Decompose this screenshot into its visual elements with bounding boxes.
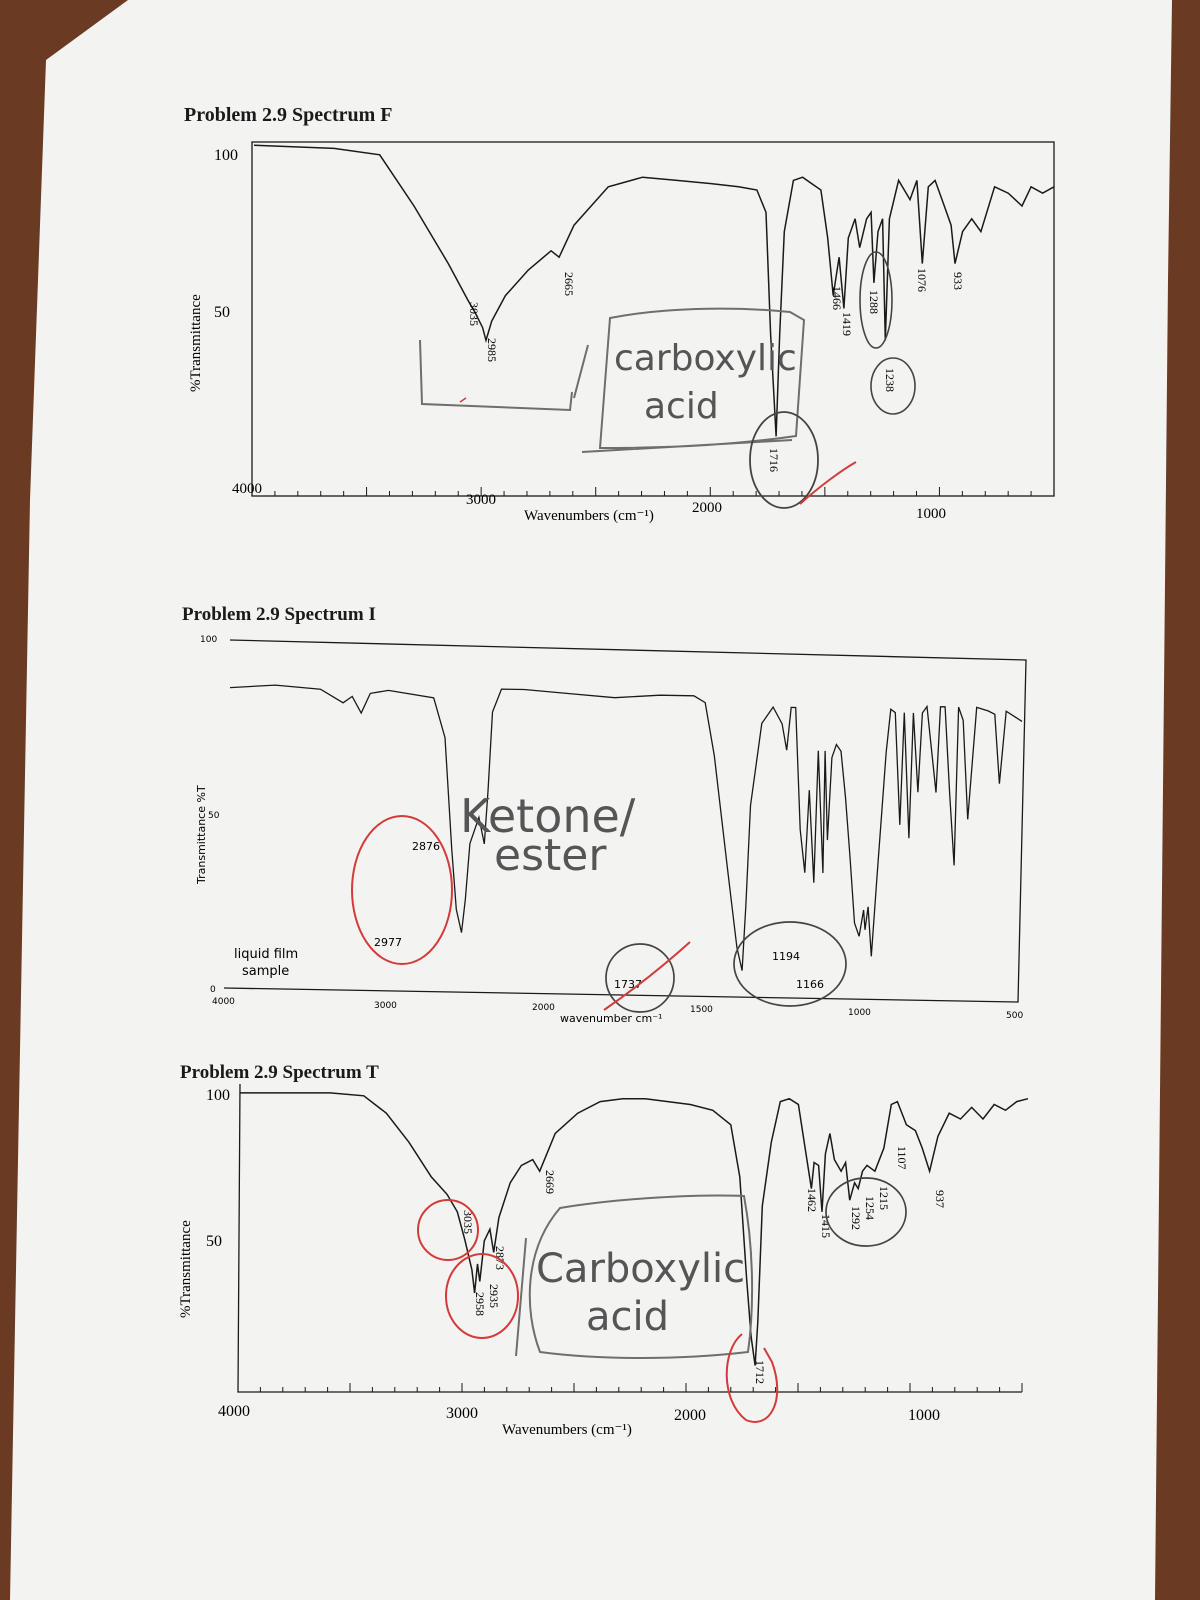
red-circle-2977 [351,815,453,965]
peak-label-1716: 1716 [767,448,781,472]
spectrum-i-y-tick-50: 50 [208,811,220,821]
spectrum-f-x-tick-2000: 2000 [692,500,722,516]
peak-label-1466: 1466 [830,286,844,310]
spectrum-f: Problem 2.9 Spectrum F 100 50 4000 3000 … [184,104,1055,524]
peak-label-2665: 2665 [562,272,576,296]
handwritten-ketone: Ketone/ [460,789,636,843]
pencil-circle-1292-1254 [825,1177,907,1247]
spectrum-f-title: Problem 2.9 Spectrum F [184,104,393,126]
pencil-box-carboxylic [581,307,806,453]
red-circle-3035 [417,1199,479,1261]
red-slash-1737 [603,941,691,1011]
spectrum-f-y-axis-label: %Transmittance [188,294,204,392]
pencil-bracket-oh-region [419,339,573,412]
peak-label-1107: 1107 [895,1146,909,1170]
spectrum-t-y-tick-100: 100 [206,1087,230,1104]
spectrum-t: Problem 2.9 Spectrum T 100 50 4000 3000 … [178,1062,1029,1438]
red-check-mark-f [799,461,857,505]
peak-label-2873: 2873 [493,1246,507,1270]
spectrum-i-x-tick-2000: 2000 [532,1003,555,1013]
red-circle-2958 [445,1253,519,1339]
peak-label-1419: 1419 [840,312,854,336]
handwritten-acid: acid [644,386,719,427]
spectrum-t-peak-labels: 3035 2958 2935 2873 2669 1712 1462 1415 … [461,1146,947,1384]
handwritten-ester: ester [494,830,607,881]
spectrum-i: Problem 2.9 Spectrum I 100 50 0 4000 300… [182,604,1027,1025]
spectrum-t-x-axis-label: Wavenumbers (cm⁻¹) [502,1422,632,1438]
peak-label-2958: 2958 [473,1292,487,1316]
peak-label-2876: 2876 [412,840,440,853]
spectrum-t-x-tick-2000: 2000 [674,1407,706,1424]
red-circle-1712 [725,1333,779,1423]
peak-label-1166: 1166 [796,978,824,991]
spectrum-i-x-tick-1500: 1500 [690,1005,713,1015]
spectrum-f-x-tick-3000: 3000 [466,492,496,508]
spectrum-i-y-axis-label: Transmittance %T [195,785,208,885]
pencil-circle-1194-1166 [733,921,847,1007]
red-tick-small [459,397,467,403]
spectrum-i-x-tick-1000: 1000 [848,1008,871,1018]
spectrum-t-y-axis-label: %Transmittance [178,1220,194,1318]
spectrum-i-trace [229,684,1023,971]
peak-label-1238: 1238 [883,368,897,392]
peak-label-1288: 1288 [867,290,881,314]
handwritten-carboxylic-t: Carboxylic [536,1246,745,1292]
spectrum-i-x-tick-3000: 3000 [374,1001,397,1011]
spectrum-t-x-tick-1000: 1000 [908,1407,940,1424]
spectrum-t-title: Problem 2.9 Spectrum T [180,1062,379,1083]
peak-label-933: 933 [951,272,965,290]
peak-label-1292: 1292 [849,1206,863,1230]
spectrum-f-x-tick-4000: 4000 [232,481,262,497]
peak-label-2935: 2935 [487,1284,501,1308]
spectrum-f-frame [251,141,1055,497]
spectrum-t-trace [240,1092,1029,1366]
peak-label-1254: 1254 [863,1196,877,1220]
spectrum-i-frame [223,639,1027,1003]
spectrum-f-trace [253,144,1055,437]
handwritten-acid-t: acid [586,1294,669,1340]
peak-label-2977: 2977 [374,936,402,949]
peak-label-1194: 1194 [772,950,800,963]
spectrum-f-y-tick-50: 50 [214,304,230,321]
spectrum-t-x-tick-4000: 4000 [218,1403,250,1420]
spectrum-f-y-tick-100: 100 [214,147,238,164]
spectrum-i-x-tick-4000: 4000 [212,997,235,1007]
peak-label-2985: 2985 [485,338,499,362]
sample-note-line1: liquid film [234,947,298,962]
peak-label-3035: 3035 [461,1210,475,1234]
spectrum-i-y-tick-100: 100 [200,635,217,645]
pencil-slash [573,344,589,399]
pencil-circle-1716 [749,411,819,509]
spectrum-t-y-tick-50: 50 [206,1233,222,1250]
spectrum-f-peak-labels: 3035 2985 2665 1716 1466 1419 1288 1238 … [467,268,965,472]
spectrum-i-title: Problem 2.9 Spectrum I [182,604,376,625]
spectrum-f-minor-ticks [251,487,1055,496]
pencil-circle-1737 [605,943,675,1013]
spectrum-f-x-axis-label: Wavenumbers (cm⁻¹) [524,508,654,524]
spectrum-t-minor-ticks [237,1383,1023,1392]
peak-label-937: 937 [933,1190,947,1208]
spectrum-f-x-tick-1000: 1000 [916,506,946,522]
peak-label-3035: 3035 [467,302,481,326]
peak-label-1215: 1215 [877,1186,891,1210]
spectrum-i-y-tick-0: 0 [210,985,216,995]
peak-label-1415: 1415 [819,1214,833,1238]
peak-label-1462: 1462 [805,1188,819,1212]
peak-label-2669: 2669 [543,1170,557,1194]
pencil-circle-1238 [870,357,916,415]
pencil-box-carboxylic-t [515,1194,754,1359]
spectrum-i-x-tick-500: 500 [1006,1011,1023,1021]
sample-note-line2: sample [242,964,289,979]
spectrum-t-x-tick-3000: 3000 [446,1405,478,1422]
peak-label-1076: 1076 [915,268,929,292]
peak-label-1712: 1712 [753,1360,767,1384]
spectrum-i-x-axis-label: wavenumber cm⁻¹ [560,1012,662,1025]
pencil-circle-1288 [859,251,893,349]
paper-sheet [10,0,1172,1600]
handwritten-carboxylic: carboxylic [614,338,797,379]
